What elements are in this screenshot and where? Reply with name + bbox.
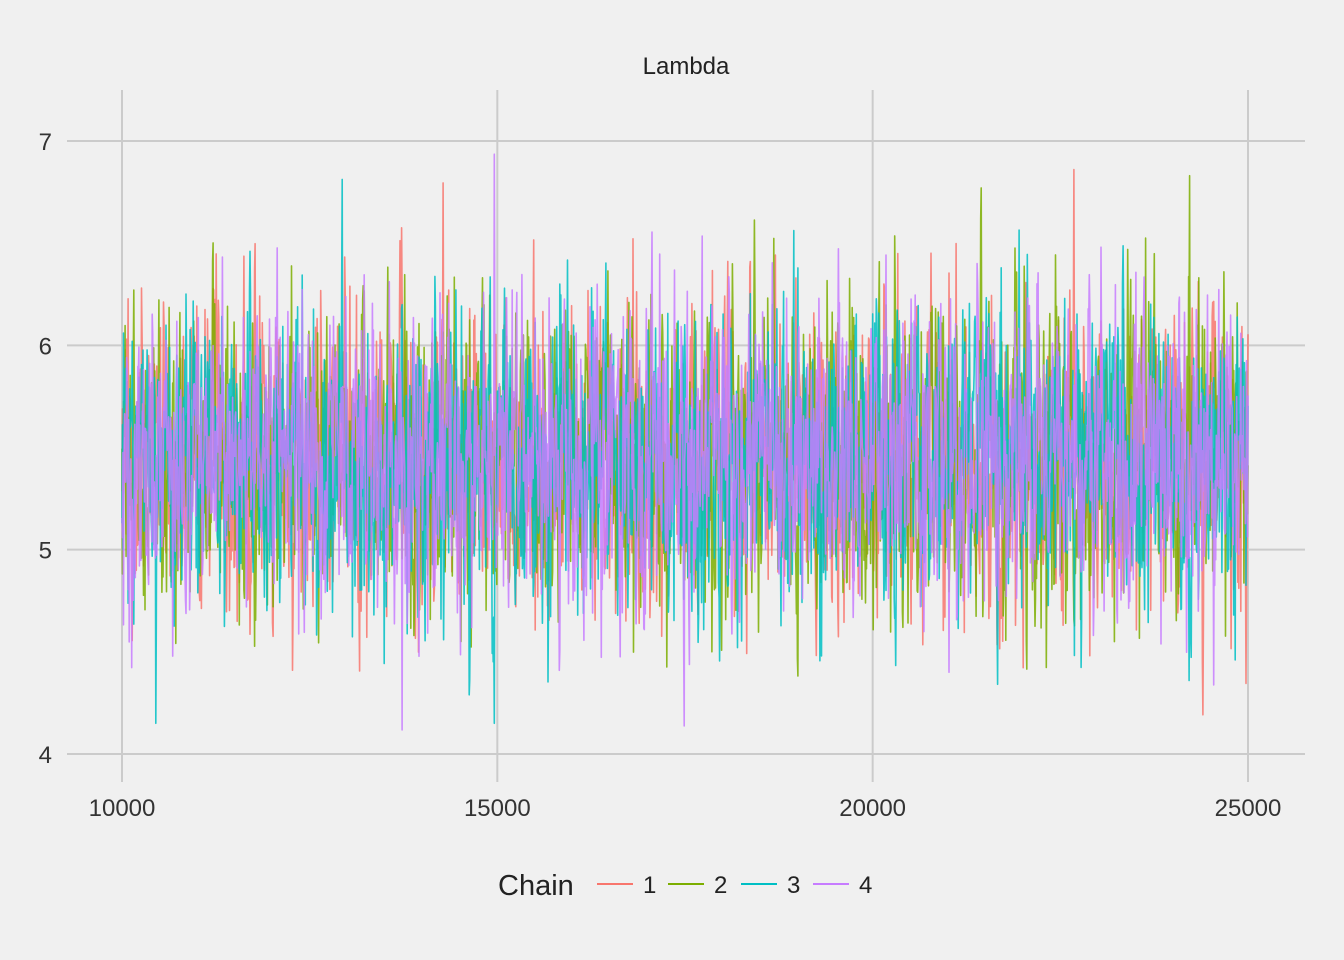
x-tick-label: 15000 xyxy=(464,795,531,822)
series-lines xyxy=(121,153,1249,731)
legend-label-chain-1: 1 xyxy=(643,872,656,899)
legend-label-chain-3: 3 xyxy=(787,872,800,899)
legend-label-chain-2: 2 xyxy=(714,872,727,899)
legend-title: Chain xyxy=(498,870,574,902)
x-tick-label: 25000 xyxy=(1215,795,1282,822)
x-tick-label: 20000 xyxy=(839,795,906,822)
legend: Chain 1 2 3 4 xyxy=(498,870,872,902)
legend-label-chain-4: 4 xyxy=(859,872,872,899)
y-tick-label: 4 xyxy=(39,742,52,769)
y-tick-label: 6 xyxy=(39,333,52,360)
y-tick-label: 7 xyxy=(39,129,52,156)
x-tick-label: 10000 xyxy=(89,795,156,822)
x-axis-tick-labels: 10000 15000 20000 25000 xyxy=(89,795,1282,822)
y-tick-label: 5 xyxy=(39,538,52,565)
y-axis-tick-labels: 4 5 6 7 xyxy=(39,129,52,769)
chart-title: Lambda xyxy=(643,53,730,80)
legend-entries: 1 2 3 4 xyxy=(597,872,872,899)
series-line-chain-4 xyxy=(121,153,1249,731)
